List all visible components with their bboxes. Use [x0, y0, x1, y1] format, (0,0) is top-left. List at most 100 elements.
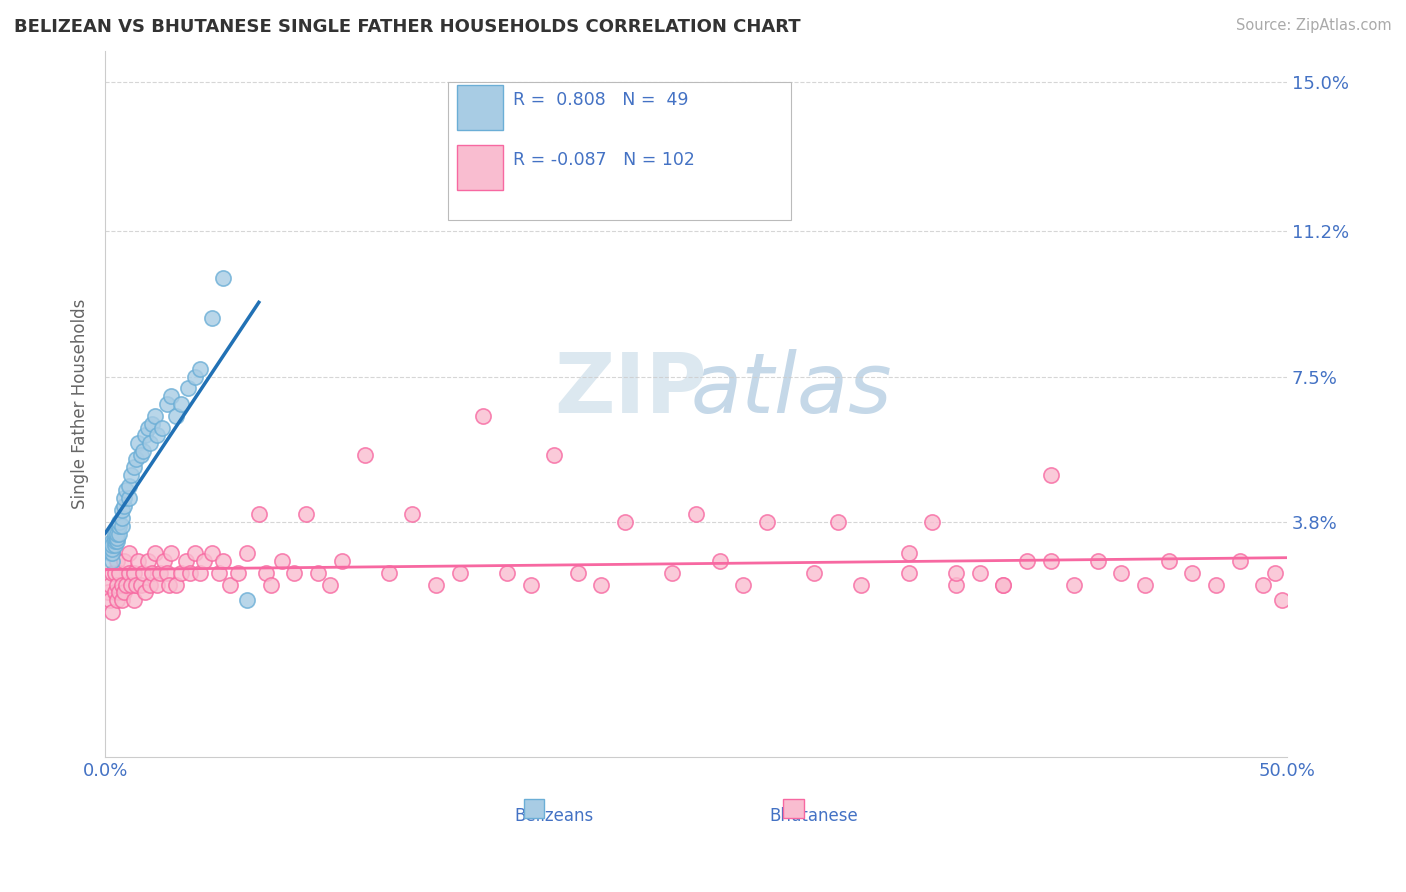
Point — [247, 507, 270, 521]
Point — [969, 566, 991, 580]
Point — [97, 585, 120, 599]
Point — [254, 566, 277, 580]
Point — [709, 554, 731, 568]
Point — [543, 448, 565, 462]
Point — [1251, 577, 1274, 591]
Point — [425, 577, 447, 591]
Point — [132, 566, 155, 580]
Point — [104, 531, 127, 545]
Point — [733, 577, 755, 591]
Point — [104, 534, 127, 549]
Point — [851, 577, 873, 591]
Point — [755, 515, 778, 529]
Point — [108, 526, 131, 541]
Point — [105, 531, 128, 545]
Point — [101, 605, 124, 619]
FancyBboxPatch shape — [783, 799, 804, 818]
Point — [803, 566, 825, 580]
Point — [1111, 566, 1133, 580]
Point — [212, 271, 235, 285]
Point — [945, 566, 967, 580]
Point — [661, 566, 683, 580]
Point — [226, 566, 249, 580]
Point — [136, 554, 159, 568]
Point — [157, 577, 180, 591]
Point — [101, 566, 124, 580]
Point — [200, 310, 222, 325]
Point — [165, 409, 187, 423]
Point — [134, 428, 156, 442]
Point — [1181, 566, 1204, 580]
Point — [174, 554, 197, 568]
Point — [271, 554, 294, 568]
Point — [101, 538, 124, 552]
Point — [108, 566, 131, 580]
Point — [105, 554, 128, 568]
Point — [170, 397, 193, 411]
Point — [330, 554, 353, 568]
Point — [105, 526, 128, 541]
Point — [98, 542, 121, 557]
Point — [200, 546, 222, 560]
Point — [112, 554, 135, 568]
Point — [993, 577, 1015, 591]
Text: Belizeans: Belizeans — [515, 807, 593, 825]
Point — [122, 459, 145, 474]
Point — [139, 436, 162, 450]
Point — [104, 526, 127, 541]
Point — [897, 566, 920, 580]
Point — [897, 546, 920, 560]
Point — [160, 389, 183, 403]
Point — [160, 546, 183, 560]
Point — [105, 534, 128, 549]
Point — [122, 593, 145, 607]
Y-axis label: Single Father Households: Single Father Households — [72, 299, 89, 509]
Point — [1271, 593, 1294, 607]
Point — [921, 515, 943, 529]
Point — [184, 369, 207, 384]
Point — [156, 566, 179, 580]
Point — [193, 554, 215, 568]
Point — [208, 566, 231, 580]
Point — [98, 593, 121, 607]
Point — [141, 417, 163, 431]
FancyBboxPatch shape — [449, 82, 790, 220]
Point — [105, 577, 128, 591]
Point — [122, 566, 145, 580]
Point — [184, 546, 207, 560]
Point — [1133, 577, 1156, 591]
Point — [1087, 554, 1109, 568]
Point — [134, 585, 156, 599]
Point — [136, 420, 159, 434]
Text: Source: ZipAtlas.com: Source: ZipAtlas.com — [1236, 18, 1392, 33]
Point — [120, 467, 142, 482]
Point — [177, 381, 200, 395]
Point — [179, 566, 201, 580]
Point — [188, 361, 211, 376]
Text: R =  0.808   N =  49: R = 0.808 N = 49 — [513, 91, 689, 109]
Point — [146, 428, 169, 442]
Point — [1039, 554, 1062, 568]
Point — [108, 585, 131, 599]
Point — [143, 409, 166, 423]
Point — [111, 593, 134, 607]
Point — [101, 534, 124, 549]
Point — [319, 577, 342, 591]
Point — [165, 577, 187, 591]
Point — [993, 577, 1015, 591]
Point — [111, 518, 134, 533]
Point — [112, 491, 135, 506]
Point — [146, 577, 169, 591]
Text: Bhutanese: Bhutanese — [770, 807, 859, 825]
Point — [115, 483, 138, 498]
Point — [153, 554, 176, 568]
Point — [496, 566, 519, 580]
Point — [101, 546, 124, 560]
Point — [105, 593, 128, 607]
Point — [129, 577, 152, 591]
Point — [827, 515, 849, 529]
Point — [111, 577, 134, 591]
Point — [614, 515, 637, 529]
Point — [118, 566, 141, 580]
Point — [104, 538, 127, 552]
